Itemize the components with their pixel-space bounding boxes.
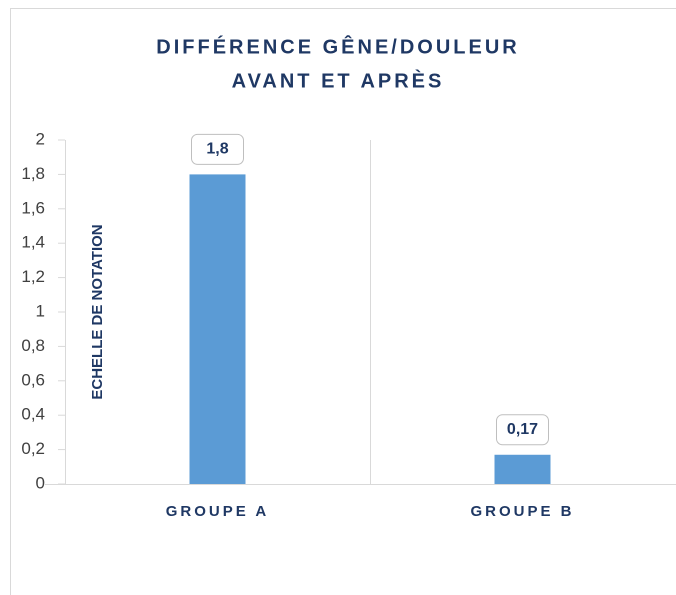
data-label-box: [191, 133, 244, 165]
y-tick-label: 1: [36, 301, 45, 320]
y-tick-label: 1,8: [21, 164, 45, 183]
y-tick-label: 1,6: [21, 198, 45, 217]
y-tick-label: 0,4: [21, 405, 45, 424]
chart-title: AVANT ET APRÈS: [232, 69, 445, 92]
y-tick-label: 1,2: [21, 267, 45, 286]
y-tick-label: 2: [36, 129, 45, 148]
data-label: 0,17: [507, 421, 538, 438]
bar: [494, 454, 551, 484]
chart-title: DIFFÉRENCE GÊNE/DOULEUR: [156, 34, 519, 58]
y-tick-label: 0,6: [21, 370, 45, 389]
y-tick-label: 0,2: [21, 439, 45, 458]
data-label: 1,8: [206, 141, 228, 158]
y-axis-label: ECHELLE DE NOTATION: [89, 224, 106, 399]
x-tick-label: GROUPE B: [470, 503, 574, 520]
y-tick-label: 0: [36, 473, 45, 492]
data-label-box: [496, 414, 549, 446]
y-tick-label: 1,4: [21, 233, 45, 252]
x-tick-label: GROUPE A: [166, 503, 269, 520]
bar: [189, 174, 246, 484]
y-tick-label: 0,8: [21, 336, 45, 355]
